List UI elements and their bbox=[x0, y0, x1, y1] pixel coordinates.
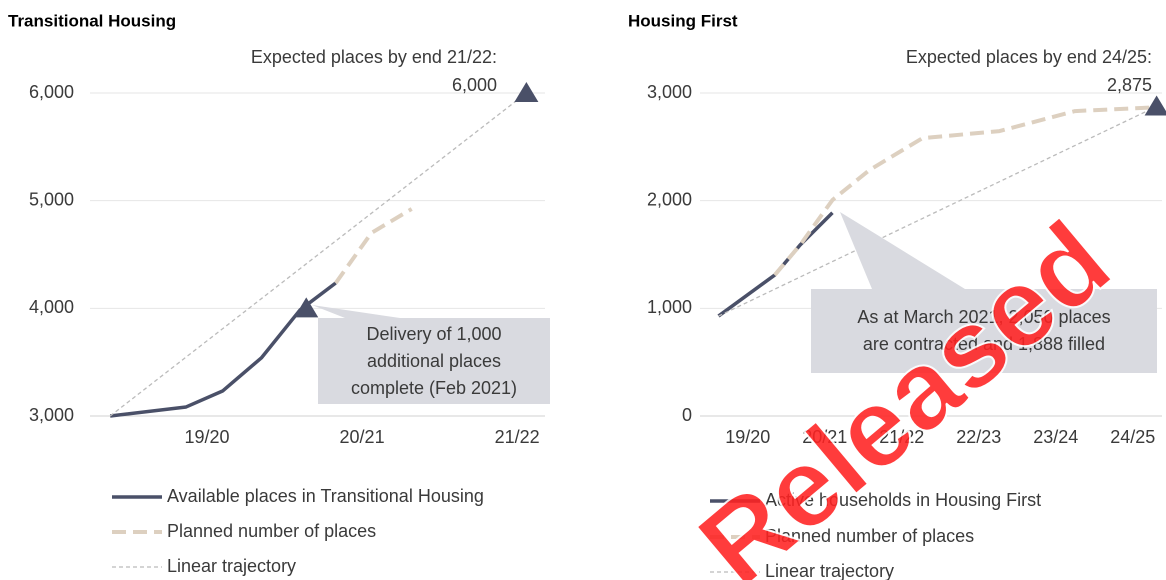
target-value: 6,000 bbox=[452, 75, 497, 95]
line-series bbox=[109, 92, 527, 417]
y-tick-label: 5,000 bbox=[29, 189, 74, 209]
target-label: Expected places by end 21/22: bbox=[251, 47, 497, 67]
y-tick-label: 0 bbox=[682, 405, 692, 425]
y-tick-label: 6,000 bbox=[29, 82, 74, 102]
x-tick-label: 19/20 bbox=[185, 427, 230, 447]
y-tick-label: 3,000 bbox=[647, 82, 692, 102]
line-series bbox=[109, 281, 337, 418]
line-series bbox=[773, 105, 1160, 277]
y-tick-label: 4,000 bbox=[29, 297, 74, 317]
legend-label: Linear trajectory bbox=[167, 556, 296, 576]
x-tick-label: 20/21 bbox=[340, 427, 385, 447]
legend-label: Active households in Housing First bbox=[765, 490, 1041, 510]
legend-label: Linear trajectory bbox=[765, 561, 894, 580]
y-tick-label: 2,000 bbox=[647, 189, 692, 209]
legend-label: Planned number of places bbox=[765, 526, 974, 546]
target-value: 2,875 bbox=[1107, 75, 1152, 95]
callout-text: As at March 2021, 2,050 places bbox=[857, 307, 1110, 327]
x-tick-label: 21/22 bbox=[879, 427, 924, 447]
line-series bbox=[334, 207, 413, 285]
x-tick-label: 24/25 bbox=[1110, 427, 1155, 447]
milestone-marker bbox=[294, 297, 319, 318]
y-tick-label: 1,000 bbox=[647, 297, 692, 317]
x-tick-label: 19/20 bbox=[725, 427, 770, 447]
callout-box bbox=[318, 318, 550, 404]
x-tick-label: 23/24 bbox=[1033, 427, 1078, 447]
legend-label: Available places in Transitional Housing bbox=[167, 486, 484, 506]
callout-box bbox=[811, 289, 1157, 373]
callout-text: are contracted and 1,888 filled bbox=[863, 334, 1105, 354]
callout-text: additional places bbox=[367, 351, 501, 371]
target-marker bbox=[514, 82, 539, 102]
callout-pointer bbox=[840, 212, 965, 289]
x-tick-label: 20/21 bbox=[802, 427, 847, 447]
target-marker bbox=[1144, 95, 1166, 116]
y-tick-label: 3,000 bbox=[29, 405, 74, 425]
callout-text: Delivery of 1,000 bbox=[366, 324, 501, 344]
chart-title: Housing First bbox=[628, 11, 738, 30]
chart-title: Transitional Housing bbox=[8, 11, 176, 30]
callout-pointer bbox=[312, 305, 400, 318]
callout-text: complete (Feb 2021) bbox=[351, 378, 517, 398]
line-series bbox=[718, 105, 1157, 317]
target-label: Expected places by end 24/25: bbox=[906, 47, 1152, 67]
x-tick-label: 21/22 bbox=[495, 427, 540, 447]
x-tick-label: 22/23 bbox=[956, 427, 1001, 447]
legend-label: Planned number of places bbox=[167, 521, 376, 541]
line-series bbox=[717, 211, 834, 318]
